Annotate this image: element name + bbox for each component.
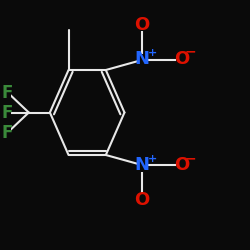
Text: +: + [148,154,157,164]
FancyBboxPatch shape [3,107,11,118]
FancyBboxPatch shape [137,194,147,206]
Text: N: N [134,156,149,174]
Text: −: − [184,45,196,59]
FancyBboxPatch shape [137,54,147,66]
Text: F: F [1,124,13,142]
FancyBboxPatch shape [137,19,147,31]
FancyBboxPatch shape [176,54,187,66]
Text: O: O [134,191,150,209]
Text: O: O [174,50,189,68]
Text: N: N [134,50,149,68]
Text: F: F [1,104,13,122]
FancyBboxPatch shape [3,127,11,138]
FancyBboxPatch shape [176,160,187,172]
FancyBboxPatch shape [3,87,11,98]
FancyBboxPatch shape [137,160,147,172]
Text: O: O [134,16,150,34]
Text: F: F [1,84,13,102]
Text: O: O [174,156,189,174]
Text: +: + [148,48,157,58]
Text: −: − [184,152,196,166]
